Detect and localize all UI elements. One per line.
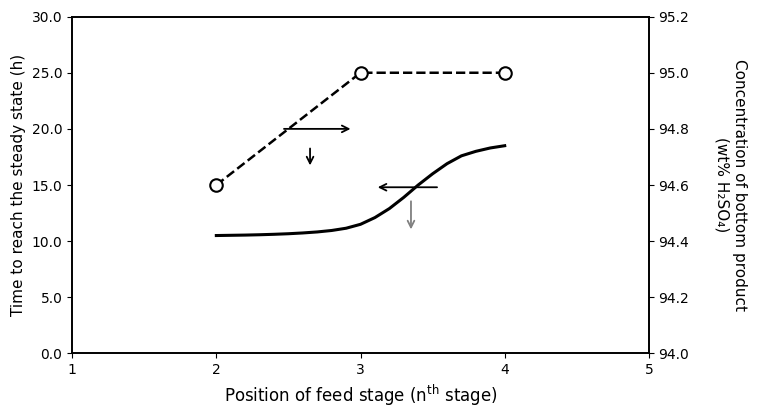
- Y-axis label: Time to reach the steady state (h): Time to reach the steady state (h): [11, 54, 26, 316]
- Y-axis label: Concentration of bottom product
(wt% H₂SO₄): Concentration of bottom product (wt% H₂S…: [715, 59, 747, 311]
- X-axis label: Position of feed stage (n$^{\mathregular{th}}$ stage): Position of feed stage (n$^{\mathregular…: [224, 383, 497, 408]
